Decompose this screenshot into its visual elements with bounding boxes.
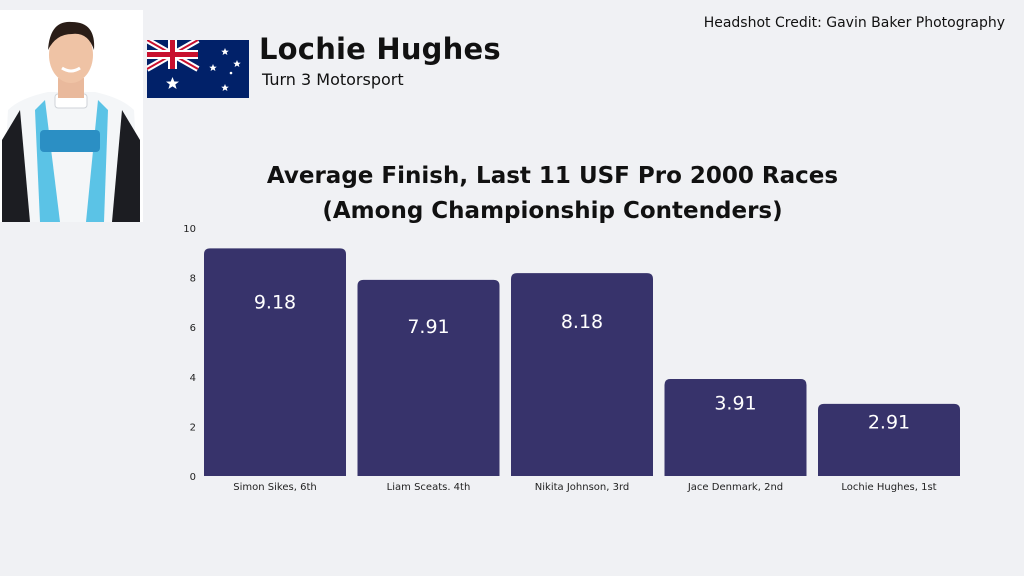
bar bbox=[357, 279, 500, 476]
x-category-label: Liam Sceats. 4th bbox=[387, 482, 471, 493]
x-category-label: Lochie Hughes, 1st bbox=[841, 482, 936, 493]
bar bbox=[511, 273, 653, 476]
bar-value-label: 3.91 bbox=[714, 392, 756, 414]
bar-value-label: 9.18 bbox=[254, 292, 296, 314]
driver-headshot bbox=[0, 10, 143, 222]
y-tick-label: 2 bbox=[190, 422, 196, 433]
bar bbox=[664, 379, 807, 476]
y-tick-label: 8 bbox=[190, 274, 196, 285]
driver-name: Lochie Hughes bbox=[259, 32, 501, 66]
y-tick-label: 0 bbox=[190, 472, 196, 483]
photo-credit: Headshot Credit: Gavin Baker Photography bbox=[703, 15, 1005, 31]
x-category-label: Nikita Johnson, 3rd bbox=[535, 482, 629, 493]
bar-value-label: 7.91 bbox=[407, 316, 449, 338]
chart-title: Average Finish, Last 11 USF Pro 2000 Rac… bbox=[180, 159, 925, 229]
chart-title-line-1: Average Finish, Last 11 USF Pro 2000 Rac… bbox=[266, 163, 839, 189]
y-tick-label: 4 bbox=[190, 373, 196, 384]
y-tick-label: 6 bbox=[190, 323, 196, 334]
x-category-label: Jace Denmark, 2nd bbox=[687, 482, 783, 493]
y-tick-label: 10 bbox=[183, 224, 196, 235]
bar-value-label: 2.91 bbox=[868, 411, 910, 433]
x-category-label: Simon Sikes, 6th bbox=[233, 482, 316, 493]
bar bbox=[204, 248, 346, 476]
australia-flag-icon bbox=[147, 40, 249, 98]
bar-value-label: 8.18 bbox=[561, 311, 603, 333]
team-name: Turn 3 Motorsport bbox=[262, 70, 404, 89]
chart-title-line-2: (Among Championship Contenders) bbox=[322, 198, 783, 224]
bar bbox=[818, 403, 960, 476]
